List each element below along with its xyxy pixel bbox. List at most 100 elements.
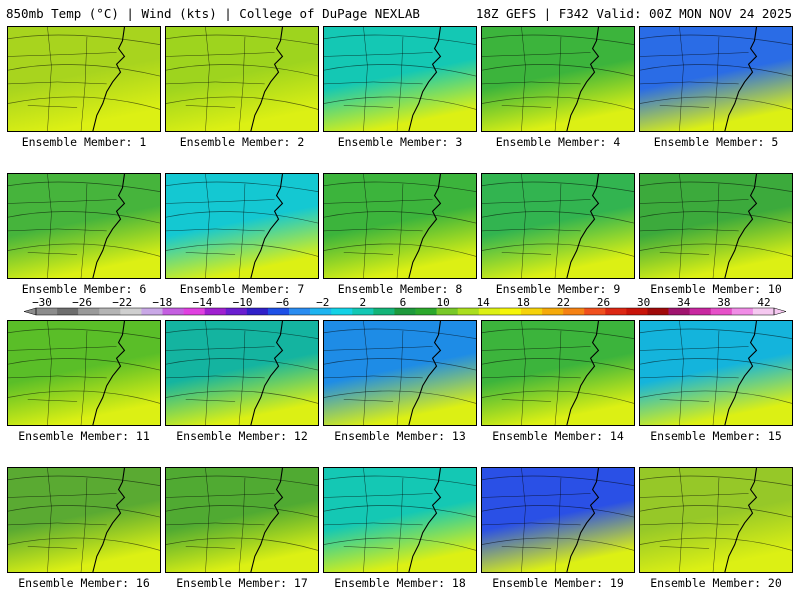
- colorbar-segment: [36, 308, 58, 315]
- ensemble-member-label: Ensemble Member: 15: [650, 429, 782, 443]
- wind-contours: [166, 34, 318, 110]
- colorbar-segment: [478, 308, 501, 315]
- coastline: [408, 468, 442, 572]
- ensemble-member-map: [481, 320, 635, 426]
- colorbar-segment: [689, 308, 712, 315]
- ensemble-member-label: Ensemble Member: 13: [334, 429, 466, 443]
- state-borders: [166, 321, 275, 425]
- ensemble-member-map: [639, 320, 793, 426]
- ensemble-member-label: Ensemble Member: 9: [495, 282, 621, 296]
- colorbar-tick-label: 42: [757, 296, 770, 309]
- temperature-field: [324, 468, 476, 572]
- ensemble-member-map: [323, 173, 477, 279]
- ensemble-member-map: [323, 320, 477, 426]
- temperature-field: [324, 27, 476, 131]
- ensemble-member-map: [323, 26, 477, 132]
- colorbar-tick-label: 30: [637, 296, 650, 309]
- colorbar-segment: [331, 308, 353, 315]
- state-borders: [640, 321, 749, 425]
- colorbar-tick-label: −26: [72, 296, 92, 309]
- state-borders: [482, 27, 591, 131]
- wind-contours: [482, 475, 634, 551]
- colorbar-segment: [520, 308, 543, 315]
- colorbar-tick-label: 2: [360, 296, 367, 309]
- coastline: [724, 174, 758, 278]
- colorbar-segment: [436, 308, 459, 315]
- ensemble-member-label: Ensemble Member: 10: [650, 282, 782, 296]
- state-borders: [640, 27, 749, 131]
- state-borders: [640, 174, 749, 278]
- ensemble-member-label: Ensemble Member: 18: [334, 576, 466, 590]
- ensemble-member-label: Ensemble Member: 4: [495, 135, 621, 149]
- ensemble-member-label: Ensemble Member: 16: [18, 576, 150, 590]
- colorbar-segment: [141, 308, 163, 315]
- colorbar-segment: [752, 308, 775, 315]
- colorbar-segment: [99, 308, 121, 315]
- colorbar-segment: [183, 308, 205, 315]
- wind-contours: [640, 328, 792, 404]
- colorbar-segment: [57, 308, 79, 315]
- wind-contours: [640, 475, 792, 551]
- state-borders: [166, 27, 275, 131]
- colorbar-tick-label: −6: [276, 296, 289, 309]
- temperature-field: [640, 27, 792, 131]
- colorbar-segment: [373, 308, 395, 315]
- state-borders: [8, 468, 117, 572]
- temperature-field: [8, 321, 160, 425]
- ensemble-member-label: Ensemble Member: 20: [650, 576, 782, 590]
- coastline: [724, 321, 758, 425]
- state-borders: [482, 174, 591, 278]
- colorbar-tick-label: 10: [436, 296, 449, 309]
- ensemble-member-map: [481, 26, 635, 132]
- coastline: [250, 27, 284, 131]
- wind-contours: [8, 181, 160, 257]
- colorbar-tick-label: −10: [233, 296, 253, 309]
- wind-contours: [8, 328, 160, 404]
- colorbar-segment: [120, 308, 142, 315]
- colorbar-segment: [289, 308, 311, 315]
- ensemble-member-label: Ensemble Member: 3: [337, 135, 463, 149]
- temperature-field: [640, 321, 792, 425]
- wind-contours: [324, 328, 476, 404]
- coastline: [250, 174, 284, 278]
- colorbar-segment: [162, 308, 184, 315]
- run-valid-time: 18Z GEFS | F342 Valid: 00Z MON NOV 24 20…: [475, 6, 792, 21]
- colorbar-tick-label: −22: [112, 296, 132, 309]
- wind-contours: [640, 34, 792, 110]
- ensemble-member-map: [7, 467, 161, 573]
- temperature-field: [482, 27, 634, 131]
- temperature-field: [324, 321, 476, 425]
- colorbar-segment: [352, 308, 374, 315]
- ensemble-member-label: Ensemble Member: 2: [179, 135, 305, 149]
- wind-contours: [8, 34, 160, 110]
- colorbar-tick-label: 38: [717, 296, 730, 309]
- wind-contours: [482, 181, 634, 257]
- state-borders: [640, 468, 749, 572]
- ensemble-member-map: [7, 173, 161, 279]
- temperature-field: [8, 174, 160, 278]
- temperature-field: [640, 468, 792, 572]
- coastline: [92, 27, 126, 131]
- coastline: [566, 468, 600, 572]
- state-borders: [166, 468, 275, 572]
- temperature-field: [8, 27, 160, 131]
- colorbar-tick-label: 34: [677, 296, 691, 309]
- ensemble-member-map: [639, 26, 793, 132]
- state-borders: [166, 174, 275, 278]
- ensemble-member-map: [481, 173, 635, 279]
- ensemble-member-label: Ensemble Member: 11: [18, 429, 150, 443]
- temperature-field: [482, 468, 634, 572]
- state-borders: [8, 27, 117, 131]
- colorbar-segment: [647, 308, 669, 315]
- temperature-field: [166, 468, 318, 572]
- ensemble-member-map: [7, 320, 161, 426]
- wind-contours: [166, 475, 318, 551]
- temperature-field: [166, 321, 318, 425]
- ensemble-member-label: Ensemble Member: 1: [21, 135, 147, 149]
- state-borders: [324, 27, 433, 131]
- ensemble-member-label: Ensemble Member: 12: [176, 429, 308, 443]
- colorbar-segment: [267, 308, 290, 315]
- temperature-field: [166, 174, 318, 278]
- colorbar-segment: [246, 308, 269, 315]
- state-borders: [324, 321, 433, 425]
